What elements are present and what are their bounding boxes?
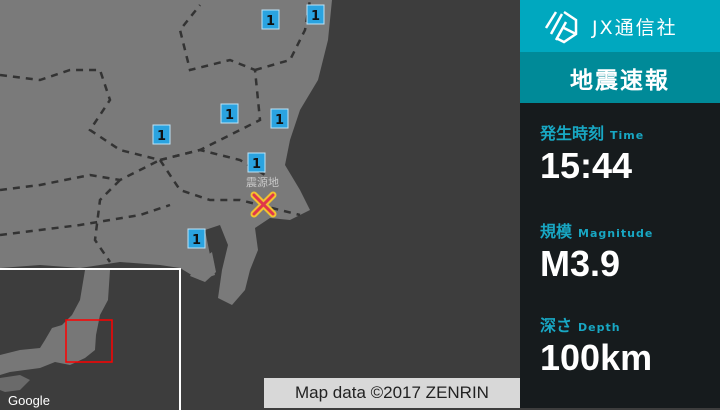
info-panel: JX通信社 地震速報 発生時刻 Time 15:44 規模 Magnitude M3… [520,0,720,408]
alert-title: 地震速報 [520,52,720,103]
svg-text:1: 1 [252,157,261,172]
intensity-marker[interactable]: 1 [187,228,206,249]
x-mark-icon[interactable] [250,191,277,218]
epicenter-label: 震源地 [246,176,279,189]
time-label-en: Time [610,129,645,142]
magnitude-label: 規模 [540,222,573,241]
view-area-box [65,319,113,363]
intensity-marker[interactable]: 1 [220,103,239,124]
svg-text:1: 1 [275,113,284,128]
time-section: 発生時刻 Time 15:44 [540,120,644,184]
land-mainland [0,0,332,305]
intensity-marker[interactable]: 1 [306,4,325,25]
japan-land-south [0,375,30,392]
depth-label: 深さ [540,316,573,335]
japan-land [0,270,110,375]
intensity-marker[interactable]: 1 [261,9,280,30]
depth-section: 深さ Depth 100km [540,312,652,376]
svg-text:1: 1 [266,14,275,29]
magnitude-value: M3.9 [540,243,621,284]
time-label: 発生時刻 [540,124,605,143]
depth-value: 100km [540,337,653,378]
google-logo: Google [8,393,50,408]
magnitude-label-en: Magnitude [578,227,654,240]
magnitude-section: 規模 Magnitude M3.9 [540,218,653,282]
time-value: 15:44 [540,145,633,186]
intensity-marker[interactable]: 1 [247,152,266,173]
depth-label-en: Depth [578,321,621,334]
intensity-markers: 1 1 1 1 1 1 1 [152,4,325,249]
brand-name: JX通信社 [592,16,678,39]
brand-header: JX通信社 [520,0,720,52]
map-attribution[interactable]: Map data ©2017 ZENRIN [264,378,520,408]
intensity-marker[interactable]: 1 [270,108,289,129]
overview-map[interactable]: Google [0,268,181,410]
land-peninsula [190,252,216,282]
intensity-marker[interactable]: 1 [152,124,171,145]
svg-text:1: 1 [192,233,201,248]
svg-text:1: 1 [311,9,320,24]
jx-logo-icon [544,10,578,44]
svg-text:1: 1 [225,108,234,123]
svg-text:1: 1 [157,129,166,144]
